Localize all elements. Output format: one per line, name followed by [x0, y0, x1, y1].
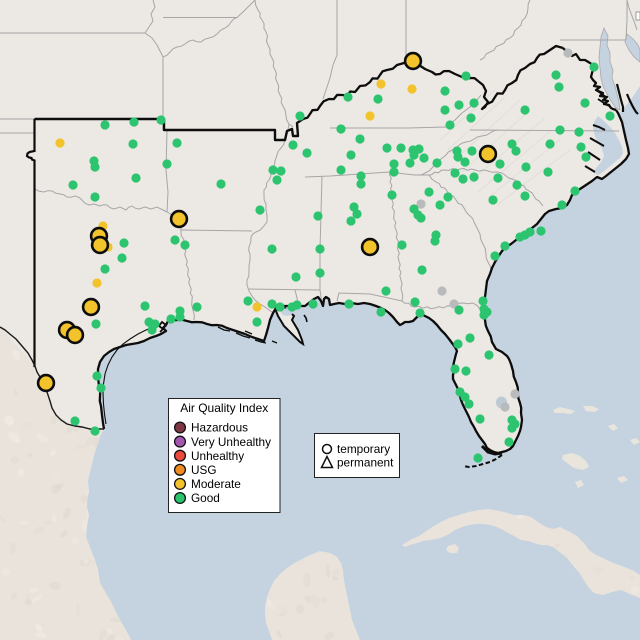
svg-text:temporary: temporary [337, 442, 390, 456]
svg-text:Hazardous: Hazardous [191, 421, 248, 435]
svg-text:Very Unhealthy: Very Unhealthy [191, 435, 271, 449]
svg-text:permanent: permanent [337, 456, 394, 470]
svg-text:Good: Good [191, 491, 220, 505]
svg-text:Moderate: Moderate [191, 477, 241, 491]
svg-text:USG: USG [191, 463, 217, 477]
svg-text:Air Quality Index: Air Quality Index [180, 401, 268, 415]
svg-text:Unhealthy: Unhealthy [191, 449, 244, 463]
